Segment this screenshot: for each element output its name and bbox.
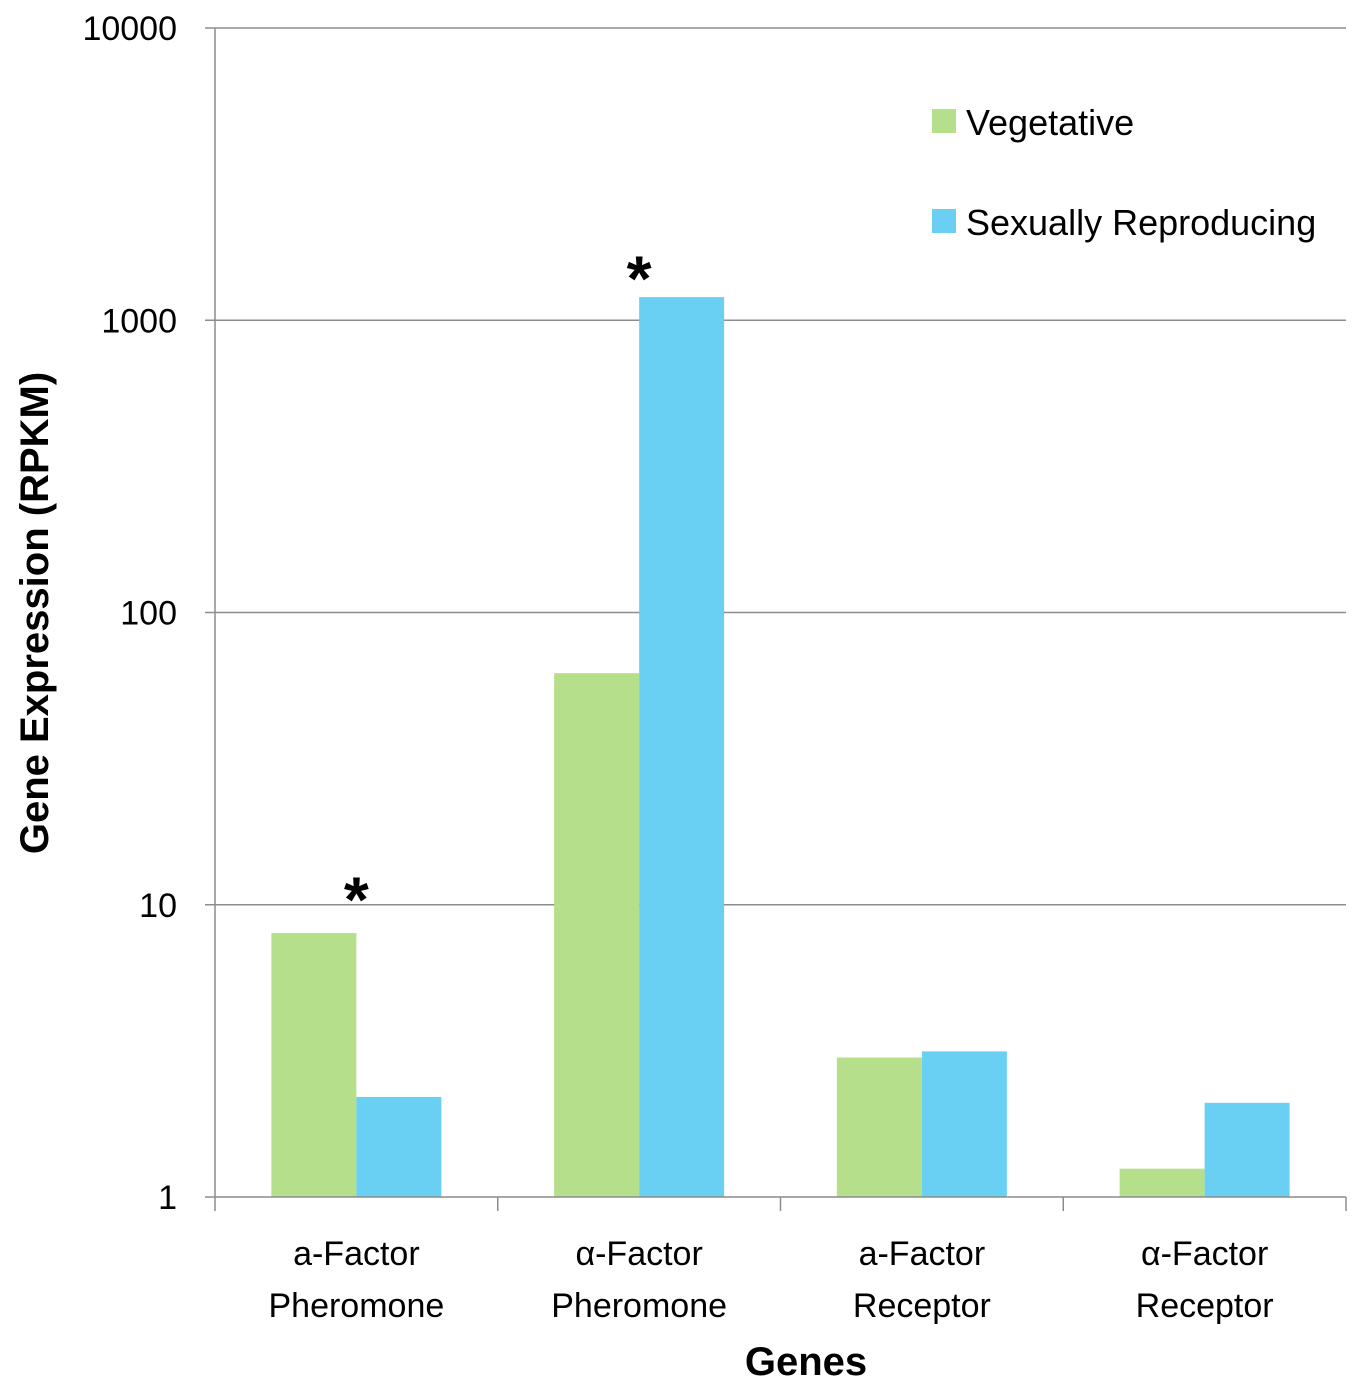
gridlines (215, 27, 1346, 906)
annotations: ** (344, 243, 652, 936)
bars (271, 297, 1290, 1198)
y-tick-label: 1000 (101, 302, 177, 340)
x-axis-title: Genes (745, 1340, 867, 1379)
bar-sexually-reproducing (356, 1096, 442, 1197)
significance-asterisk: * (627, 243, 652, 315)
legend-label: Vegetative (966, 102, 1134, 143)
bar-sexually-reproducing (921, 1051, 1007, 1197)
legend-swatch (932, 209, 956, 233)
x-category-label: α-Factor Receptor (1136, 1235, 1274, 1325)
legend-label: Sexually Reproducing (966, 202, 1316, 243)
y-axis-title: Gene Expression (RPKM) (13, 372, 57, 854)
legend: Vegetative Sexually Reproducing (932, 102, 1316, 243)
y-tick-label: 100 (120, 595, 177, 633)
x-category-label: a-Factor Pheromone (268, 1235, 444, 1325)
y-tick-labels: 1 10 100 1000 10000 (82, 10, 177, 1217)
significance-asterisk: * (344, 864, 369, 936)
bar-vegetative (836, 1057, 922, 1197)
bar-sexually-reproducing (1204, 1102, 1290, 1197)
y-tick-label: 10 (139, 887, 177, 925)
x-category-label: α-Factor Pheromone (551, 1235, 727, 1325)
y-tick-label: 10000 (82, 10, 177, 48)
x-category-label: a-Factor Receptor (853, 1235, 991, 1325)
bar-vegetative (1119, 1168, 1205, 1197)
x-category-labels: a-Factor Pheromone α-Factor Pheromone a-Fact… (268, 1235, 1273, 1325)
bar-sexually-reproducing (639, 297, 725, 1198)
axes (205, 27, 1347, 1211)
bar-vegetative (271, 933, 357, 1197)
bar-vegetative (554, 673, 640, 1197)
y-tick-label: 1 (158, 1179, 177, 1217)
legend-swatch (932, 109, 956, 133)
